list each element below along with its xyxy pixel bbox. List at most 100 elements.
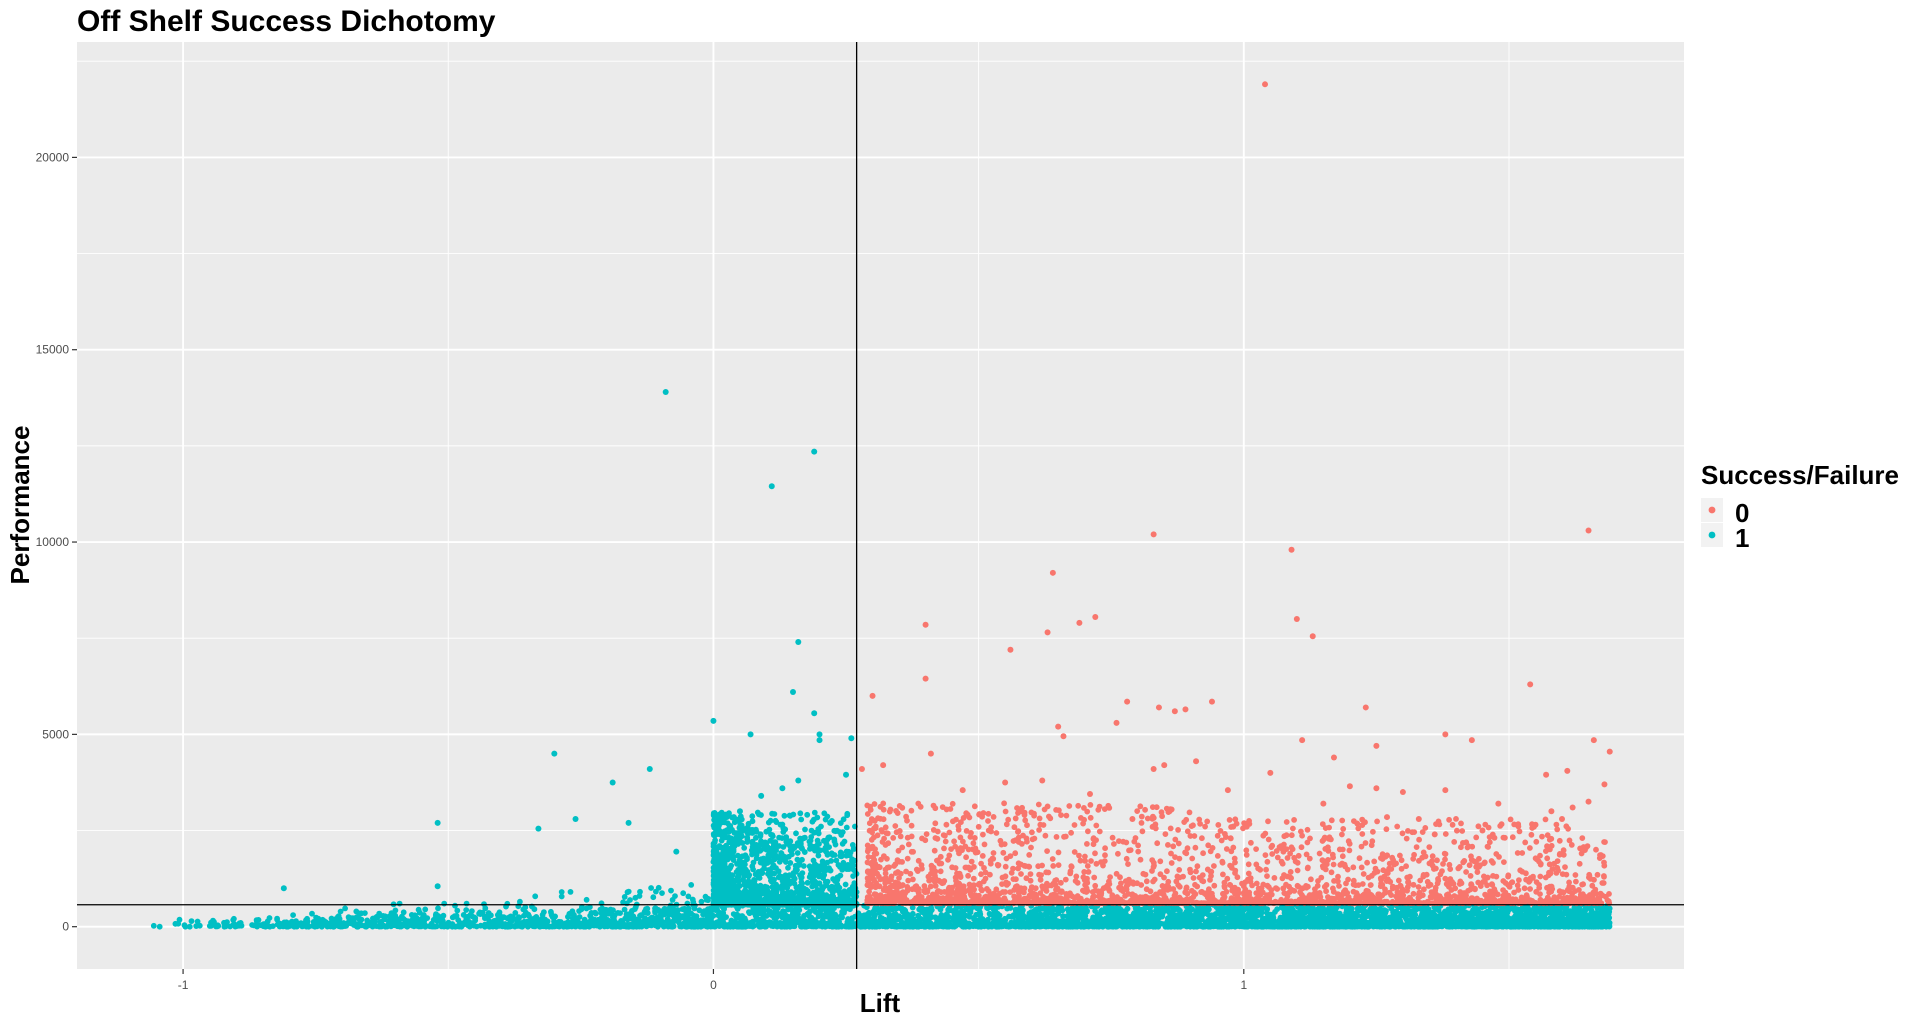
legend: Success/Failure 0 1 [1701, 460, 1899, 553]
point-series-0 [1076, 619, 1083, 626]
point-series-0 [1288, 546, 1295, 553]
point-series-0 [1002, 779, 1009, 786]
point-series-0 [1150, 531, 1157, 538]
point-series-1 [779, 785, 786, 792]
point-series-0 [1039, 777, 1046, 784]
point-series-1 [535, 825, 542, 832]
point-series-1 [572, 815, 579, 822]
point-series-0 [927, 750, 934, 757]
point-series-0 [1299, 737, 1306, 744]
point-series-0 [959, 787, 966, 794]
point-series-0 [1606, 748, 1613, 755]
point-series-0 [1161, 762, 1168, 769]
point-series-0 [1590, 737, 1597, 744]
point-series-0 [1548, 808, 1555, 815]
point-series-1 [662, 389, 669, 396]
point-series-1 [609, 779, 616, 786]
point-series-0 [1373, 785, 1380, 792]
point-series-0 [1171, 708, 1178, 715]
point-series-1 [827, 819, 834, 826]
point-series-1 [816, 731, 823, 738]
point-series-0 [1527, 681, 1534, 688]
y-tick-label: 15000 [36, 343, 70, 357]
point-series-0 [1330, 754, 1337, 761]
point-series-1 [280, 885, 287, 892]
point-series-1 [434, 819, 441, 826]
point-series-0 [1601, 781, 1608, 788]
x-tick-label: -1 [178, 978, 189, 992]
x-tick-label: 0 [710, 978, 717, 992]
point-series-0 [1569, 804, 1576, 811]
y-tick-label: 20000 [36, 150, 70, 164]
point-series-1 [768, 483, 775, 490]
point-series-0 [869, 692, 876, 699]
point-series-0 [880, 762, 887, 769]
point-series-1 [625, 819, 632, 826]
y-axis-label: Performance [5, 426, 35, 585]
legend-swatch-0 [1708, 506, 1716, 514]
point-series-0 [858, 765, 865, 772]
point-series-0 [1532, 821, 1539, 828]
point-series-1 [673, 848, 680, 855]
point-series-0 [1431, 831, 1438, 838]
point-series-0 [1113, 719, 1120, 726]
point-series-0 [1155, 704, 1162, 711]
legend-label-0: 0 [1735, 498, 1749, 528]
point-series-0 [1293, 615, 1300, 622]
x-tick-label: 1 [1240, 978, 1247, 992]
point-series-1 [843, 771, 850, 778]
point-series-0 [1309, 633, 1316, 640]
point-series-0 [1208, 698, 1215, 705]
point-series-0 [1044, 629, 1051, 636]
point-series-0 [1267, 769, 1274, 776]
x-axis-label: Lift [860, 988, 901, 1018]
plot-panel [77, 42, 1684, 969]
y-tick-label: 5000 [42, 727, 69, 741]
reference-lines [77, 42, 1684, 969]
legend-swatch-1 [1708, 531, 1716, 539]
point-series-1 [551, 750, 558, 757]
legend-label-1: 1 [1735, 523, 1749, 553]
point-series-0 [1092, 614, 1099, 621]
point-series-0 [1060, 733, 1067, 740]
point-series-0 [1166, 808, 1173, 815]
point-series-1 [758, 792, 765, 799]
point-series-0 [1442, 787, 1449, 794]
gridlines [77, 42, 1684, 969]
point-series-0 [922, 621, 929, 628]
point-series-1 [816, 737, 823, 744]
point-series-1 [747, 731, 754, 738]
data-points [280, 81, 1613, 892]
point-series-0 [1362, 704, 1369, 711]
point-series-1 [811, 448, 818, 455]
point-series-1 [646, 765, 653, 772]
point-series-0 [1559, 815, 1566, 822]
point-series-0 [1262, 81, 1269, 88]
y-tick-label: 0 [62, 920, 69, 934]
point-series-0 [1543, 771, 1550, 778]
point-series-0 [1415, 815, 1422, 822]
point-series-1 [434, 883, 441, 890]
point-series-1 [795, 777, 802, 784]
point-series-1 [800, 835, 807, 842]
point-series-0 [1564, 767, 1571, 774]
point-series-0 [1049, 569, 1056, 576]
axis-ticks: -1 0 1 0 5000 10000 15000 20000 [36, 150, 1248, 992]
point-series-0 [1383, 814, 1390, 821]
y-tick-label: 10000 [36, 535, 70, 549]
point-series-1 [811, 710, 818, 717]
point-series-1 [848, 735, 855, 742]
point-series-0 [1585, 527, 1592, 534]
point-series-0 [1193, 758, 1200, 765]
point-series-0 [1129, 815, 1136, 822]
point-series-0 [1479, 827, 1486, 834]
point-series-0 [1055, 723, 1062, 730]
point-series-0 [1320, 800, 1327, 807]
point-series-0 [1007, 646, 1014, 653]
point-series-0 [1230, 823, 1237, 830]
point-series-1 [710, 717, 717, 724]
point-series-0 [1495, 800, 1502, 807]
point-series-0 [1018, 808, 1025, 815]
